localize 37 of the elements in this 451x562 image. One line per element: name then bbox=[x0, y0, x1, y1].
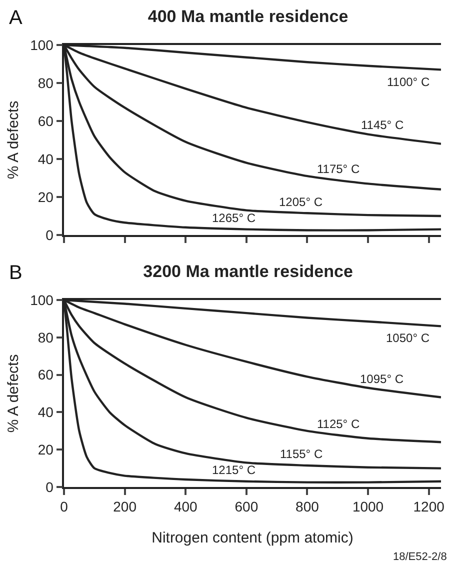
x-tick-label: 400 bbox=[174, 498, 198, 515]
text: 18/E52-2/8 bbox=[393, 551, 447, 562]
chart-title: 3200 Ma mantle residence bbox=[143, 262, 353, 281]
series-label: 1095° C bbox=[360, 372, 404, 386]
y-tick-label: 40 bbox=[38, 404, 54, 420]
y-tick-label: 20 bbox=[38, 442, 54, 458]
series-label: 1100° C bbox=[387, 75, 430, 89]
series-label: 1145° C bbox=[361, 118, 404, 132]
y-tick-label: 100 bbox=[30, 36, 54, 53]
x-tick-label: 1000 bbox=[352, 498, 384, 515]
text: A bbox=[9, 7, 23, 29]
chart-title: 400 Ma mantle residence bbox=[148, 6, 348, 26]
y-tick-label: 60 bbox=[38, 366, 54, 383]
y-tick-label: 40 bbox=[38, 150, 54, 167]
y-axis-title: % A defects bbox=[4, 100, 22, 180]
y-tick-label: 0 bbox=[46, 226, 54, 243]
series-label: 1205° C bbox=[279, 195, 323, 209]
y-tick-label: 60 bbox=[38, 112, 54, 129]
series-label: 1175° C bbox=[317, 162, 360, 176]
y-tick-label: 0 bbox=[46, 478, 54, 495]
series-label: 1215° C bbox=[212, 463, 256, 477]
x-axis-title: Nitrogen content (ppm atomic) bbox=[152, 530, 354, 546]
text: B bbox=[9, 262, 22, 284]
series-label: 1050° C bbox=[386, 331, 430, 345]
x-tick-label: 200 bbox=[113, 498, 137, 515]
x-tick-label: 600 bbox=[234, 498, 258, 515]
y-tick-label: 20 bbox=[38, 188, 54, 205]
x-tick-label: 1200 bbox=[413, 498, 445, 515]
y-tick-label: 80 bbox=[38, 329, 54, 346]
series-label: 1265° C bbox=[212, 211, 256, 225]
series-label: 1155° C bbox=[280, 447, 323, 461]
y-tick-label: 100 bbox=[30, 292, 54, 308]
x-tick-label: 800 bbox=[296, 498, 320, 515]
y-axis-title: % A defects bbox=[4, 354, 22, 433]
y-tick-label: 80 bbox=[38, 74, 54, 91]
x-tick-label: 0 bbox=[60, 498, 68, 515]
series-label: 1125° C bbox=[317, 417, 360, 431]
